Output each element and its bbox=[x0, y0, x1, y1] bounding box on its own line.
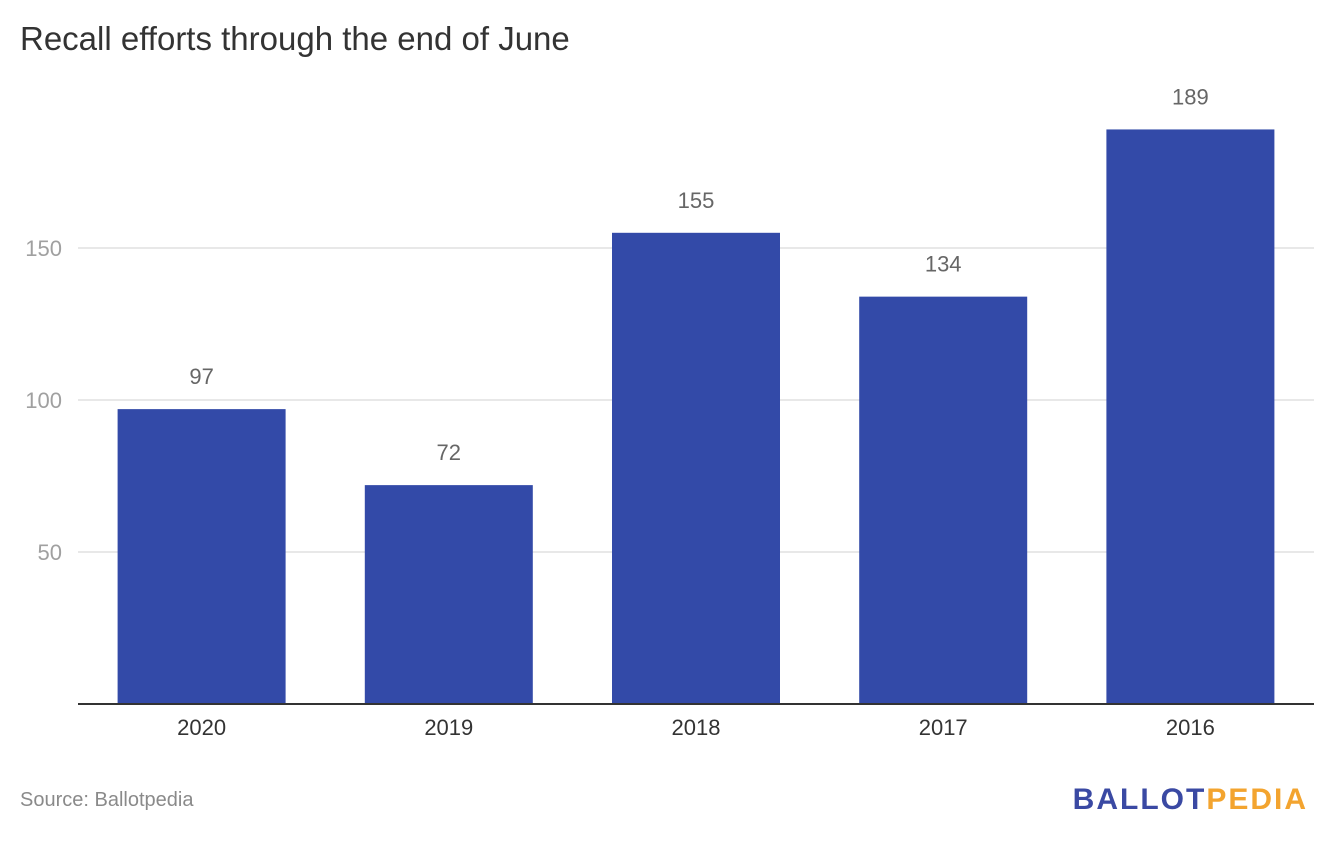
bar-2018 bbox=[612, 232, 780, 705]
bar-2017 bbox=[859, 296, 1028, 704]
y-tick-label: 150 bbox=[25, 236, 62, 261]
data-label: 134 bbox=[925, 252, 962, 277]
logo-text-pedia: PEDIA bbox=[1206, 783, 1308, 816]
bar-2019 bbox=[364, 485, 533, 704]
x-tick-label: 2016 bbox=[1166, 715, 1215, 740]
data-label: 72 bbox=[437, 440, 461, 465]
x-tick-label: 2019 bbox=[424, 715, 473, 740]
data-label: 189 bbox=[1172, 84, 1209, 109]
y-tick-label: 100 bbox=[25, 388, 62, 413]
x-tick-label: 2018 bbox=[672, 715, 721, 740]
chart-title: Recall efforts through the end of June bbox=[20, 20, 570, 57]
data-label: 155 bbox=[678, 188, 715, 213]
source-note: Source: Ballotpedia bbox=[20, 789, 194, 811]
ballotpedia-logo: BALLOTPEDIA bbox=[1073, 783, 1308, 817]
bar-2016 bbox=[1106, 129, 1275, 704]
logo-text-ballot: BALLOT bbox=[1072, 783, 1207, 816]
y-tick-label: 50 bbox=[38, 540, 62, 565]
bar-2020 bbox=[117, 409, 286, 704]
data-label: 97 bbox=[189, 364, 213, 389]
x-tick-label: 2020 bbox=[177, 715, 226, 740]
x-tick-label: 2017 bbox=[919, 715, 968, 740]
